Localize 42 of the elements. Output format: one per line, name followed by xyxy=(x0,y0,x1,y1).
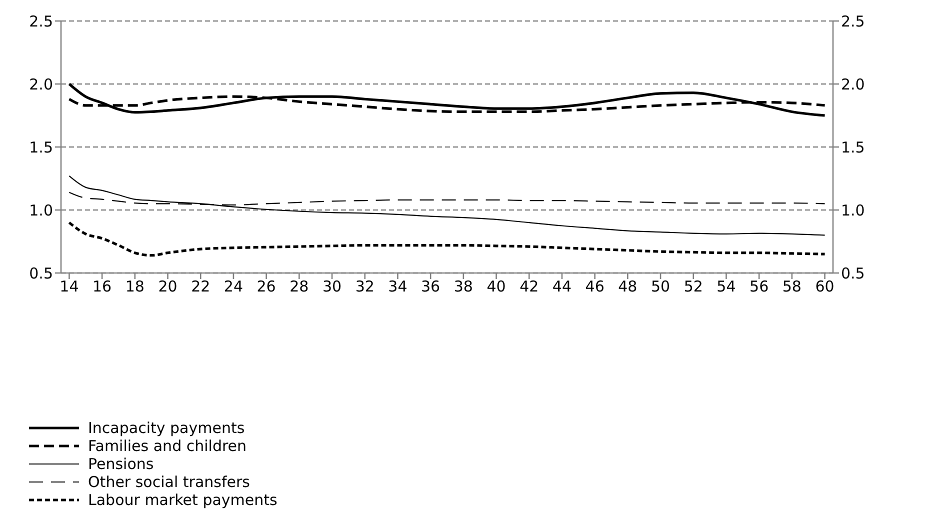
y2-tick-label: 2.5 xyxy=(841,12,865,30)
legend-label: Other social transfers xyxy=(88,473,250,491)
y-tick-label: 1.5 xyxy=(29,138,53,156)
x-tick-label: 28 xyxy=(290,278,309,296)
x-tick-label: 42 xyxy=(520,278,539,296)
x-tick-label: 58 xyxy=(782,278,802,296)
x-tick-label: 18 xyxy=(125,278,144,296)
y2-tick-label: 2.0 xyxy=(841,75,865,94)
x-tick-label: 38 xyxy=(454,278,473,296)
x-tick-label: 46 xyxy=(585,278,604,296)
line-series xyxy=(68,82,826,117)
y-tick-label: 2.0 xyxy=(29,75,53,94)
x-tick-label: 40 xyxy=(486,278,506,296)
x-tick-label: 44 xyxy=(552,278,572,296)
x-tick-label: 50 xyxy=(650,278,670,296)
x-tick-label: 20 xyxy=(158,278,178,296)
y-tick-label: 1.0 xyxy=(29,201,53,220)
y2-tick-label: 0.5 xyxy=(841,264,865,282)
legend-label: Incapacity payments xyxy=(88,419,245,437)
line-series xyxy=(68,221,826,257)
x-tick-label: 36 xyxy=(421,278,440,296)
y-tick-label: 0.5 xyxy=(29,264,53,282)
x-tick-label: 14 xyxy=(60,278,79,296)
y-tick-label: 2.5 xyxy=(29,12,53,30)
legend-label: Labour market payments xyxy=(88,491,278,509)
x-tick-label: 26 xyxy=(256,278,276,296)
x-tick-label: 54 xyxy=(716,278,736,296)
x-tick-label: 30 xyxy=(322,278,342,296)
x-tick-label: 16 xyxy=(92,278,112,296)
legend-label: Families and children xyxy=(88,437,247,455)
y2-tick-label: 1.5 xyxy=(841,138,865,156)
x-tick-label: 48 xyxy=(618,278,638,296)
x-tick-label: 60 xyxy=(815,278,834,296)
x-tick-label: 22 xyxy=(191,278,210,296)
legend-label: Pensions xyxy=(88,455,154,473)
line-series xyxy=(68,175,826,236)
x-tick-label: 52 xyxy=(684,278,703,296)
x-tick-label: 56 xyxy=(750,278,769,296)
x-tick-label: 32 xyxy=(355,278,374,296)
y2-tick-label: 1.0 xyxy=(841,201,865,220)
x-tick-label: 34 xyxy=(388,278,408,296)
x-tick-label: 24 xyxy=(224,278,244,296)
